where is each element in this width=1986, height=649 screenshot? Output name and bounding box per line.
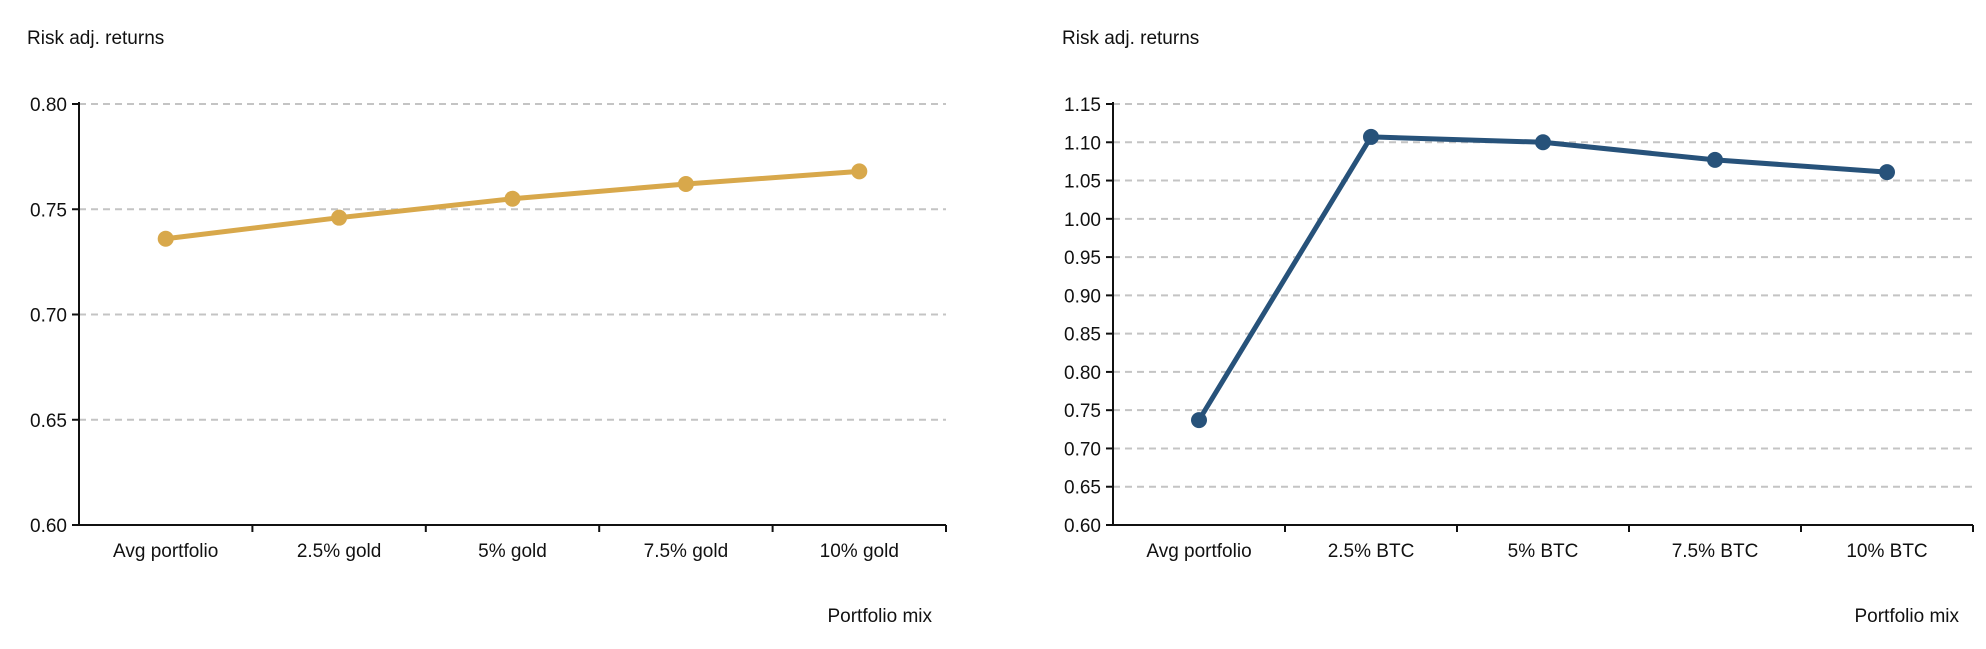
btc-data-point: [1707, 151, 1723, 168]
gold-x-tick-label: Avg portfolio: [113, 541, 218, 562]
btc-y-tick-label: 0.75: [1064, 401, 1101, 422]
gold-y-tick-label: 0.60: [30, 516, 67, 537]
btc-data-point: [1879, 164, 1895, 181]
btc-data-point: [1191, 412, 1207, 429]
btc-series-line: [1196, 134, 1890, 423]
chart-gold-returns: Risk adj. returns Portfolio mix 0.60 0.65…: [27, 28, 947, 627]
btc-y-tick-label: 1.15: [1064, 95, 1101, 116]
btc-y-tick-label: 0.85: [1064, 325, 1101, 346]
gold-y-tick-label: 0.70: [30, 306, 67, 327]
btc-y-tick-label: 1.00: [1064, 210, 1101, 231]
btc-y-tick-label: 0.65: [1064, 478, 1101, 499]
btc-x-tick-label: Avg portfolio: [1146, 541, 1251, 562]
btc-y-tick-label: 0.90: [1064, 286, 1101, 307]
gold-y-tick-label: 0.80: [30, 95, 67, 116]
gold-y-tick-label: 0.75: [30, 200, 67, 221]
btc-y-tick-label: 1.10: [1064, 133, 1101, 154]
gold-data-point: [157, 230, 174, 247]
btc-x-tick-label: 7.5% BTC: [1672, 541, 1759, 562]
btc-data-point: [1535, 134, 1551, 151]
gold-x-tick-label: 2.5% gold: [297, 541, 382, 562]
btc-x-axis-title: Portfolio mix: [1854, 606, 1959, 627]
btc-x-tick-label: 2.5% BTC: [1328, 541, 1415, 562]
gold-x-axis-title: Portfolio mix: [827, 606, 932, 627]
gold-data-point: [331, 209, 348, 226]
gold-data-point: [851, 163, 868, 180]
btc-y-tick-label: 0.80: [1064, 363, 1101, 384]
gold-data-point: [677, 175, 694, 192]
gold-plot-area: 0.60 0.65 0.70 0.75 0.80 Avg portfolio 2.5% go…: [30, 95, 947, 562]
gold-x-tick-label: 5% gold: [478, 541, 547, 562]
gold-x-tick-label: 7.5% gold: [644, 541, 729, 562]
gold-data-point: [504, 190, 521, 207]
btc-y-axis-title: Risk adj. returns: [1062, 28, 1199, 49]
chart-btc-returns: Risk adj. returns Portfolio mix 0.60 0.65…: [1062, 28, 1974, 627]
btc-y-tick-label: 1.05: [1064, 172, 1101, 193]
btc-x-tick-label: 10% BTC: [1846, 541, 1927, 562]
btc-y-tick-label: 0.70: [1064, 439, 1101, 460]
btc-y-tick-label: 0.95: [1064, 248, 1101, 269]
btc-plot-area: 0.60 0.65 0.70 0.75 0.80 0.85 0.90 0.95 1.00 1.05…: [1064, 95, 1974, 562]
gold-y-axis-title: Risk adj. returns: [27, 28, 164, 49]
gold-x-tick-label: 10% gold: [820, 541, 899, 562]
btc-data-point: [1363, 128, 1379, 145]
btc-x-tick-label: 5% BTC: [1508, 541, 1579, 562]
gold-y-tick-label: 0.65: [30, 411, 67, 432]
btc-y-tick-label: 0.60: [1064, 516, 1101, 537]
